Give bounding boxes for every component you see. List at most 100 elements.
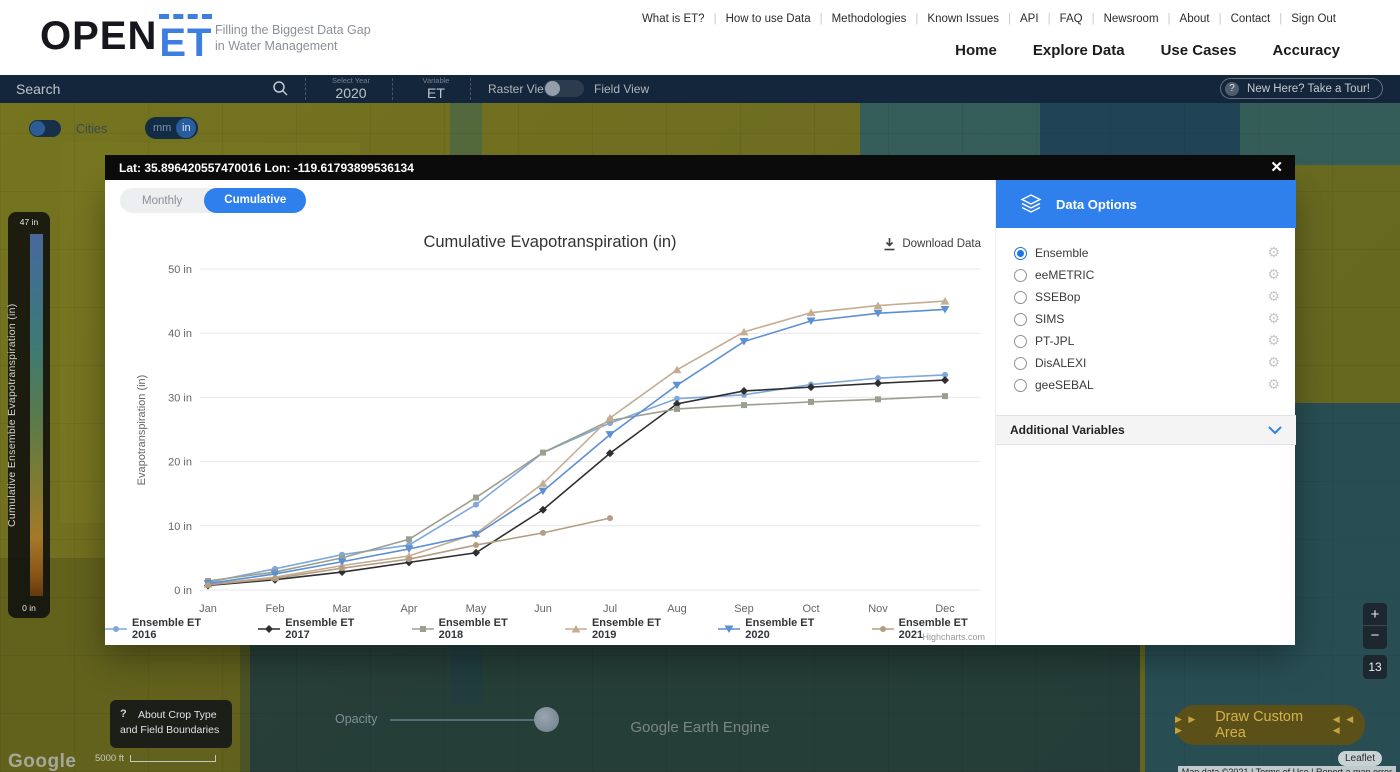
main-nav-item[interactable]: Explore Data xyxy=(1032,42,1125,59)
data-point-marker xyxy=(571,625,581,633)
data-point-marker xyxy=(404,545,414,553)
tab-cumulative[interactable]: Cumulative xyxy=(204,188,307,213)
download-icon xyxy=(884,238,895,251)
top-nav-link[interactable]: About xyxy=(1179,13,1210,25)
top-nav-link[interactable]: What is ET? xyxy=(641,13,705,25)
search-input[interactable] xyxy=(16,77,266,101)
legend-marker-icon xyxy=(565,625,587,633)
raster-field-toggle[interactable] xyxy=(544,80,584,97)
map-attribution[interactable]: Map data ©2021 | Terms of Use | Report a… xyxy=(1177,766,1396,772)
zoom-out-button[interactable]: − xyxy=(1370,627,1380,644)
chevron-down-icon[interactable] xyxy=(1268,425,1282,435)
scale-line xyxy=(130,755,217,762)
gear-icon[interactable]: ⚙ xyxy=(1267,332,1280,348)
data-point-marker xyxy=(807,383,815,392)
radio-button[interactable] xyxy=(1014,268,1027,282)
variable-dropdown[interactable]: Variable ET xyxy=(412,76,460,101)
gear-icon[interactable]: ⚙ xyxy=(1267,244,1280,260)
select-year-label: Select Year xyxy=(332,76,370,85)
unit-mm-option[interactable]: mm xyxy=(153,122,172,134)
top-nav-link[interactable]: How to use Data xyxy=(725,13,811,25)
model-option-row: SIMS ⚙ xyxy=(996,308,1296,330)
gear-icon[interactable]: ⚙ xyxy=(1267,310,1280,326)
main-nav-item[interactable]: Accuracy xyxy=(1272,42,1340,59)
cities-toggle[interactable] xyxy=(29,120,61,137)
unit-toggle[interactable]: mm in xyxy=(145,117,198,139)
data-options-panel: Data Options Ensemble ⚙ eeMETRIC ⚙ SSEBop ⚙ SI… xyxy=(995,180,1296,645)
download-data-button[interactable]: Download Data xyxy=(883,237,981,251)
top-nav-link[interactable]: Methodologies xyxy=(831,13,907,25)
unit-in-option[interactable]: in xyxy=(176,118,197,138)
gear-icon[interactable]: ⚙ xyxy=(1267,354,1280,370)
google-logo: Google xyxy=(8,751,77,772)
help-icon: ? xyxy=(1225,81,1240,96)
tagline: Filling the Biggest Data Gap in Water Ma… xyxy=(215,22,371,54)
main-nav: Home Explore Data Use Cases Accuracy xyxy=(955,42,1340,59)
toolbar-divider xyxy=(305,78,306,100)
leaflet-attribution[interactable]: Leaflet xyxy=(1338,751,1383,766)
model-option-label: eeMETRIC xyxy=(1035,268,1095,282)
data-point-marker xyxy=(473,494,479,501)
openet-logo[interactable]: OPEN ET xyxy=(40,14,213,65)
legend-item[interactable]: Ensemble ET 2019 xyxy=(565,617,688,641)
opacity-slider[interactable] xyxy=(390,719,545,721)
arrows-left-icon: ◀ ◀ ◀ xyxy=(1332,714,1356,735)
radio-button[interactable] xyxy=(1014,246,1027,260)
top-nav-link[interactable]: Newsroom xyxy=(1103,13,1159,25)
google-earth-engine-label: Google Earth Engine xyxy=(630,719,770,736)
legend-item[interactable]: Ensemble ET 2017 xyxy=(258,617,381,641)
logo-text-open: OPEN xyxy=(40,14,158,58)
model-option-label: geeSEBAL xyxy=(1035,378,1094,392)
download-label: Download Data xyxy=(902,238,981,250)
question-icon: ? xyxy=(120,708,127,720)
zoom-in-button[interactable]: + xyxy=(1363,603,1387,626)
x-tick-label: May xyxy=(466,603,487,615)
data-point-marker xyxy=(606,449,614,458)
data-point-marker xyxy=(739,327,749,336)
radio-button[interactable] xyxy=(1014,356,1027,370)
gear-icon[interactable]: ⚙ xyxy=(1267,376,1280,392)
close-icon[interactable]: ✕ xyxy=(1270,159,1283,176)
highcharts-credits[interactable]: Highcharts.com xyxy=(922,632,985,642)
legend-item[interactable]: Ensemble ET 2021 xyxy=(871,617,995,641)
top-nav-link[interactable]: Sign Out xyxy=(1291,13,1336,25)
app-header: OPEN ET Filling the Biggest Data Gap in … xyxy=(0,0,1400,75)
model-option-label: SIMS xyxy=(1035,312,1065,326)
gear-icon[interactable]: ⚙ xyxy=(1267,288,1280,304)
main-nav-item[interactable]: Use Cases xyxy=(1160,42,1237,59)
additional-variables-header[interactable]: Additional Variables xyxy=(996,415,1296,445)
top-nav-link[interactable]: FAQ xyxy=(1059,13,1083,25)
top-nav-link[interactable]: Known Issues xyxy=(927,13,1000,25)
data-point-marker xyxy=(605,413,615,422)
main-nav-item[interactable]: Home xyxy=(955,42,997,59)
data-point-marker xyxy=(473,501,479,508)
radio-button[interactable] xyxy=(1014,290,1027,304)
select-year-dropdown[interactable]: Select Year 2020 xyxy=(322,76,380,101)
gear-icon[interactable]: ⚙ xyxy=(1267,266,1280,282)
data-point-marker xyxy=(337,558,347,566)
search-icon[interactable] xyxy=(272,80,288,96)
legend-item[interactable]: Ensemble ET 2016 xyxy=(105,617,228,641)
legend-item[interactable]: Ensemble ET 2018 xyxy=(411,617,535,641)
radio-button[interactable] xyxy=(1014,334,1027,348)
radio-button[interactable] xyxy=(1014,312,1027,326)
top-nav-link[interactable]: Contact xyxy=(1230,13,1271,25)
top-nav-link[interactable]: API xyxy=(1020,13,1039,25)
additional-variables-label: Additional Variables xyxy=(1010,423,1125,437)
about-line-2: and Field Boundaries xyxy=(120,724,220,736)
opacity-label: Opacity xyxy=(335,712,378,726)
legend-marker-icon xyxy=(411,626,434,632)
legend-item[interactable]: Ensemble ET 2020 xyxy=(718,617,841,641)
opacity-slider-knob[interactable] xyxy=(534,707,559,732)
et-colorbar: 47 in Cumulative Ensemble Evapotranspira… xyxy=(6,212,50,618)
model-option-label: SSEBop xyxy=(1035,290,1081,304)
about-line-1: About Crop Type xyxy=(138,709,217,721)
radio-button[interactable] xyxy=(1014,378,1027,392)
data-point-marker xyxy=(672,365,682,374)
tab-monthly[interactable]: Monthly xyxy=(142,194,183,207)
take-tour-button[interactable]: ? New Here? Take a Tour! xyxy=(1220,78,1383,99)
draw-custom-area-button[interactable]: ▶ ▶ ▶ Draw Custom Area ◀ ◀ ◀ xyxy=(1175,705,1365,745)
chart-section: Monthly Cumulative Cumulative Evapotrans… xyxy=(105,180,995,645)
about-crop-type-tooltip[interactable]: ? About Crop Type and Field Boundaries xyxy=(110,700,232,748)
series-ensemble-et-2021 xyxy=(205,515,613,588)
